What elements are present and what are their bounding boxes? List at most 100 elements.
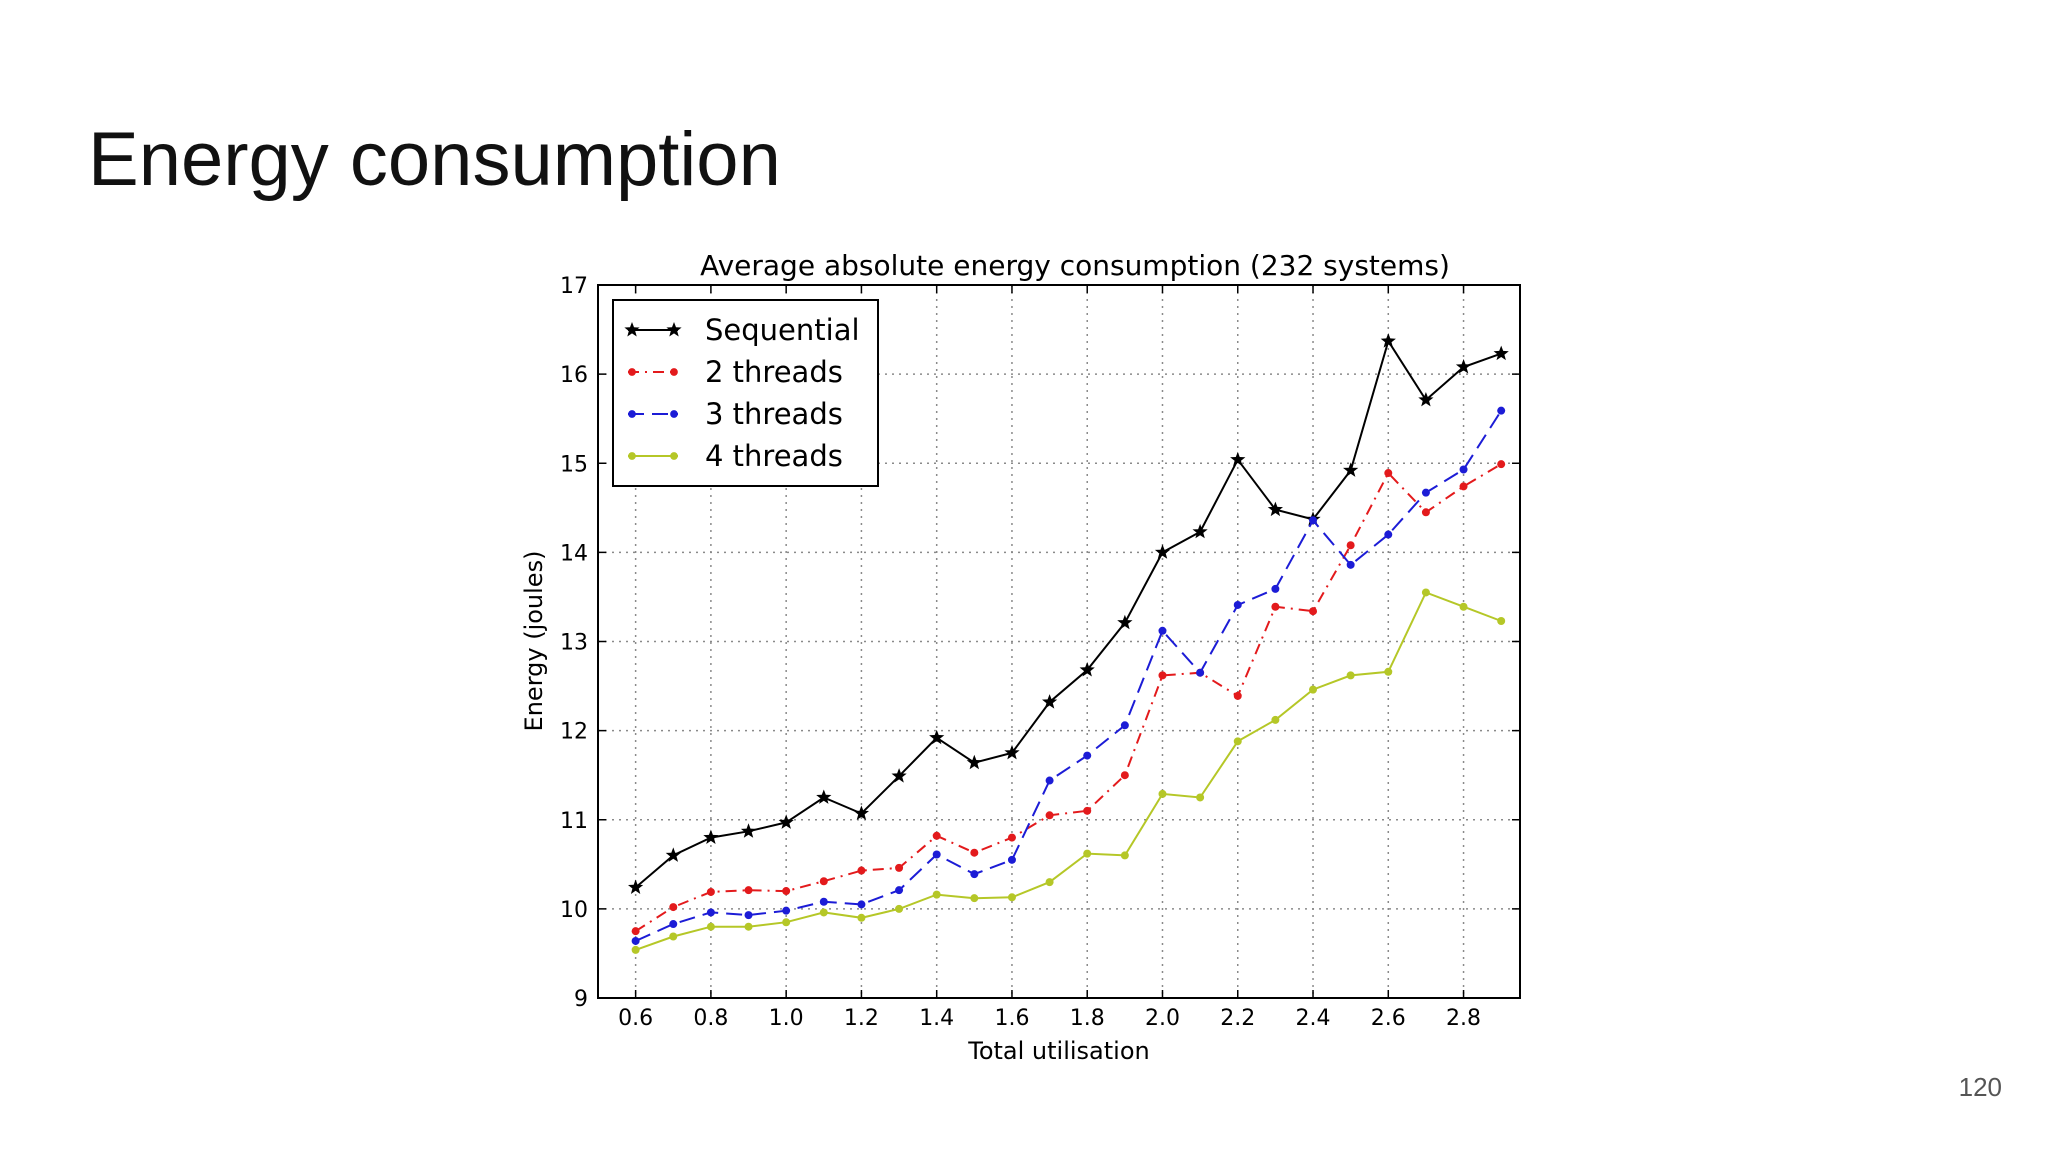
data-point	[1380, 333, 1396, 348]
data-point	[1459, 465, 1468, 474]
data-point	[1158, 626, 1167, 635]
data-point	[1083, 806, 1092, 815]
legend-label: 3 threads	[705, 397, 843, 431]
x-tick-label: 2.4	[1296, 1006, 1331, 1031]
x-tick-label: 2.8	[1446, 1006, 1481, 1031]
data-point	[1346, 671, 1355, 680]
data-point	[970, 894, 979, 903]
data-point	[1233, 737, 1242, 746]
data-point	[970, 870, 979, 879]
series-group	[628, 333, 1509, 954]
y-tick-label: 16	[560, 363, 588, 388]
x-axis-label: Total utilisation	[967, 1037, 1150, 1065]
y-tick-label: 13	[560, 631, 588, 656]
data-point	[1346, 541, 1355, 550]
data-point	[1004, 744, 1020, 760]
data-point	[1120, 771, 1129, 780]
series-line	[634, 338, 1502, 889]
y-tick-label: 9	[574, 987, 588, 1012]
legend-label: Sequential	[705, 313, 860, 347]
data-point	[1493, 345, 1509, 361]
data-point	[1309, 607, 1318, 616]
data-point	[1459, 482, 1468, 491]
data-point	[857, 913, 866, 922]
data-point	[1007, 833, 1016, 842]
data-point	[744, 911, 753, 920]
legend-item: 3 threads	[628, 397, 843, 431]
x-tick-label: 1.0	[769, 1006, 804, 1031]
data-point	[1418, 392, 1434, 407]
data-point	[1384, 667, 1393, 676]
data-point	[624, 322, 640, 337]
y-axis-label: Energy (joules)	[520, 551, 548, 732]
data-point	[1192, 523, 1208, 539]
legend-label: 4 threads	[705, 439, 843, 473]
y-axis: 9 10 11 12 13 14 15 16 17	[560, 274, 1520, 1012]
y-tick-label: 11	[560, 809, 588, 834]
page-number: 120	[1958, 1072, 2002, 1102]
data-point	[628, 452, 636, 460]
data-point	[1045, 776, 1054, 785]
data-point	[1233, 600, 1242, 609]
series-line	[635, 410, 1503, 942]
data-point	[782, 918, 791, 927]
data-point	[891, 768, 907, 783]
x-tick-label: 0.6	[618, 1006, 653, 1031]
data-point	[966, 754, 982, 770]
data-point	[1497, 460, 1506, 469]
data-point	[1196, 793, 1205, 802]
data-point	[1497, 406, 1506, 415]
legend: Sequential 2 threads 3 threads 4 threads	[612, 299, 879, 487]
data-point	[857, 900, 866, 909]
chart-title: Average absolute energy consumption (232…	[700, 249, 1450, 282]
data-point	[1007, 893, 1016, 902]
x-tick-label: 1.2	[844, 1006, 879, 1031]
data-point	[1497, 617, 1506, 626]
data-point	[895, 904, 904, 913]
y-tick-label: 14	[560, 541, 588, 566]
data-point	[740, 823, 757, 838]
data-point	[1083, 751, 1092, 760]
data-point	[1459, 602, 1468, 611]
data-point	[1343, 462, 1359, 477]
data-point	[1267, 501, 1283, 517]
x-tick-label: 0.8	[693, 1006, 728, 1031]
x-tick-label: 2.0	[1145, 1006, 1180, 1031]
data-point	[1042, 694, 1058, 709]
x-tick-label: 1.8	[1070, 1006, 1105, 1031]
x-tick-label: 2.2	[1220, 1006, 1255, 1031]
series-line	[635, 591, 1502, 951]
y-tick-label: 17	[560, 274, 588, 299]
data-point	[895, 886, 904, 895]
data-point	[1384, 530, 1393, 539]
data-point	[932, 831, 941, 840]
legend-item: 4 threads	[628, 439, 843, 473]
series-4-threads	[631, 588, 1506, 954]
legend-item: Sequential	[624, 313, 860, 347]
data-point	[929, 729, 945, 745]
data-point	[857, 866, 866, 875]
data-point	[1045, 811, 1054, 820]
slide-title: Energy consumption	[88, 117, 781, 202]
data-point	[1271, 584, 1280, 593]
series-2-threads	[631, 460, 1506, 936]
data-point	[706, 887, 715, 896]
data-point	[1271, 715, 1280, 724]
data-point	[631, 945, 640, 954]
data-point	[628, 410, 636, 418]
data-point	[628, 368, 636, 376]
data-point	[1117, 614, 1133, 630]
data-point	[706, 922, 715, 931]
data-point	[703, 829, 719, 844]
data-point	[1230, 451, 1246, 467]
data-point	[670, 452, 678, 460]
data-point	[819, 908, 828, 917]
x-tick-label: 1.4	[919, 1006, 954, 1031]
data-point	[669, 932, 678, 941]
legend-item: 2 threads	[628, 355, 843, 389]
data-point	[895, 863, 904, 872]
data-point	[669, 903, 678, 912]
data-point	[1271, 602, 1280, 611]
data-point	[744, 922, 753, 931]
legend-label: 2 threads	[705, 355, 843, 389]
